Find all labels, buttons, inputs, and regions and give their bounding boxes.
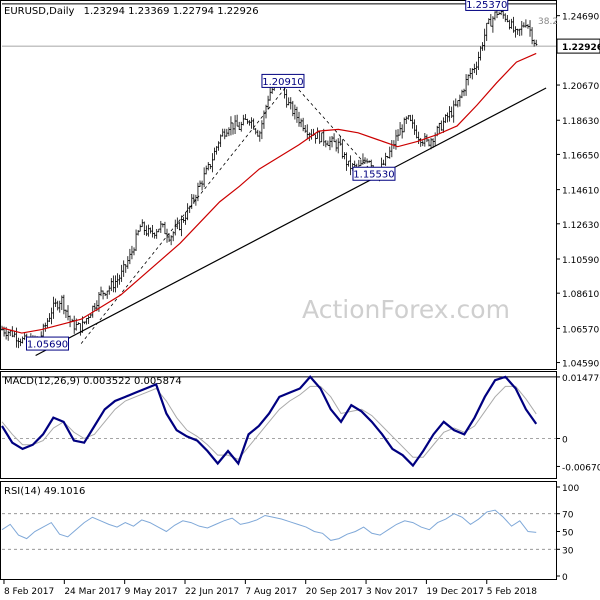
axes: 1.246901.228101.206701.186301.166501.146… — [3, 13, 600, 597]
annotation-label: 1.05690 — [27, 340, 68, 351]
rsi-plot — [1, 509, 556, 550]
annotation-box — [465, 0, 509, 11]
price-y-tick-label: 1.24690 — [562, 13, 599, 23]
price-annotation: 1.05690 — [26, 336, 70, 351]
price-y-tick-label: 1.14610 — [562, 187, 599, 197]
x-tick-label: 9 May 2017 — [125, 587, 178, 597]
price-panel-title: EURUSD,Daily 1.23294 1.23369 1.22794 1.2… — [4, 6, 259, 17]
price-y-tick-label: 1.08610 — [562, 290, 599, 300]
annotation-box — [352, 166, 396, 181]
x-tick-label: 5 Feb 2018 — [487, 587, 538, 597]
price-y-tick-label: 1.18630 — [562, 117, 599, 127]
price-plot: 1.25370 1.20910 1.15530 1.05690 38.2 — [0, 0, 558, 357]
ohlc-values: 1.23294 1.23369 1.22794 1.22926 — [84, 6, 259, 17]
price-y-tick-label: 1.06570 — [562, 325, 599, 335]
macd-line — [1, 375, 538, 468]
annotation-label: 1.20910 — [262, 77, 303, 88]
x-tick-label: 24 Mar 2017 — [64, 587, 121, 597]
rsi-y-tick-label: 100 — [562, 484, 579, 494]
fib-level-label: 38.2 — [538, 17, 558, 27]
rsi-y-tick-label: 30 — [562, 546, 574, 556]
annotation-box — [261, 73, 305, 88]
macd-y-tick-label: -0.006705 — [562, 463, 600, 473]
macd-y-tick-label: 0.014776 — [562, 374, 600, 384]
price-annotation: 1.25370 — [465, 0, 509, 11]
macd-y-tick-label: 0 — [562, 436, 568, 446]
price-annotation: 1.20910 — [261, 73, 305, 88]
x-tick-label: 3 Nov 2017 — [366, 587, 418, 597]
macd-panel-frame — [0, 371, 557, 479]
price-panel-frame — [0, 0, 557, 370]
price-y-tick-label: 1.12630 — [562, 221, 599, 231]
current-price-label: 1.22926 — [562, 43, 600, 53]
x-tick-label: 22 Jun 2017 — [185, 587, 239, 597]
rsi-y-tick-label: 70 — [562, 511, 574, 521]
price-y-tick-label: 1.16650 — [562, 151, 599, 161]
macd-signal-line — [1, 385, 537, 460]
rsi-panel-frame — [0, 481, 557, 580]
symbol-label: EURUSD,Daily — [4, 6, 75, 17]
ema-line — [1, 52, 537, 334]
annotation-label: 1.25370 — [466, 0, 507, 11]
trendline — [35, 87, 547, 357]
x-tick-label: 8 Feb 2017 — [4, 587, 54, 597]
watermark-text: ActionForex.com — [302, 295, 510, 324]
rsi-panel-title: RSI(14) 49.1016 — [4, 486, 85, 497]
x-tick-label: 7 Aug 2017 — [245, 587, 297, 597]
price-y-tick-label: 1.10590 — [562, 256, 599, 266]
price-y-tick-label: 1.04590 — [562, 360, 599, 370]
rsi-y-tick-label: 50 — [562, 529, 574, 539]
macd-panel-title: MACD(12,26,9) 0.003522 0.005874 — [4, 376, 182, 387]
rsi-line — [1, 509, 537, 541]
macd-plot — [1, 375, 556, 468]
fib-line — [80, 80, 292, 344]
current-price-marker — [556, 38, 600, 54]
price-y-tick-label: 1.20670 — [562, 82, 599, 92]
fib-line — [290, 80, 375, 175]
rsi-y-tick-label: 0 — [562, 573, 568, 583]
annotation-label: 1.15530 — [353, 170, 394, 181]
x-tick-label: 19 Dec 2017 — [426, 587, 484, 597]
price-annotation: 1.15530 — [352, 166, 396, 181]
x-tick-label: 20 Sep 2017 — [306, 587, 363, 597]
annotation-box — [26, 336, 70, 351]
ohlc-bars — [0, 6, 538, 350]
